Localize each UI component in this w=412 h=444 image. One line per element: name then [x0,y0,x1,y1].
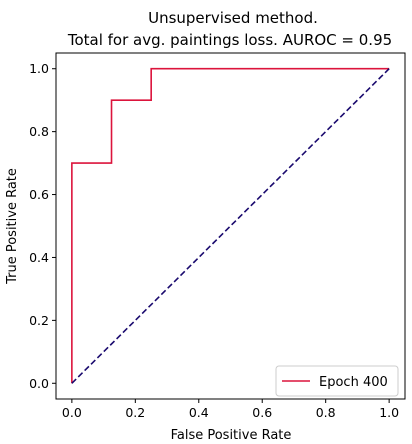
x-tick-label: 1.0 [379,405,399,420]
plot-area [55,52,406,400]
ticks-layer: 0.0 0.2 0.4 0.6 0.8 1.0 0.0 0.2 0.4 0.6 0.8 1.0 [29,61,399,420]
series-layer [71,67,390,384]
x-tick-label: 0.8 [316,405,336,420]
y-tick-label: 0.6 [29,187,49,202]
x-tick-label: 0.4 [189,405,209,420]
chart-subtitle: Total for avg. paintings loss. AUROC = 0… [67,31,392,49]
legend-label-epoch-400: Epoch 400 [319,375,388,390]
chance-diagonal-line [71,68,390,384]
y-tick-label: 0.8 [29,124,49,139]
x-tick-label: 0.0 [62,405,82,420]
y-tick-label: 1.0 [29,61,49,76]
y-tick-label: 0.0 [29,376,49,391]
x-axis-label: False Positive Rate [171,428,292,443]
chart-title: Unsupervised method. [148,9,318,27]
plot-frame [55,52,406,400]
legend: Epoch 400 [275,365,399,397]
y-tick-label: 0.2 [29,313,49,328]
legend-box [275,365,399,397]
x-tick-label: 0.6 [252,405,272,420]
roc-curve-epoch-400 [71,67,390,384]
y-tick-label: 0.4 [29,250,49,265]
x-tick-label: 0.2 [125,405,145,420]
y-axis-label: True Positive Rate [5,168,20,285]
